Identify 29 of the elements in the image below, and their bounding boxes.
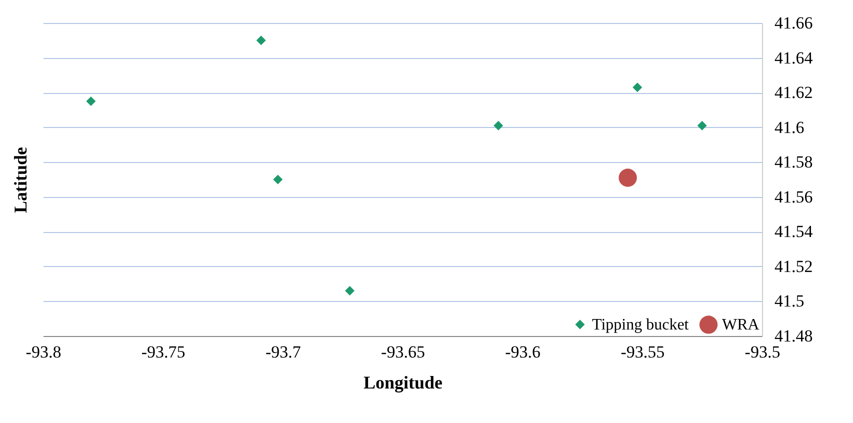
x-tick-label: -93.65 [381,342,425,362]
point [273,174,283,184]
x-tick-label: -93.6 [505,342,541,362]
y-tick-label: 41.54 [774,222,814,242]
y-tick-label: 41.66 [774,14,813,32]
x-tick-label: -93.7 [265,342,302,362]
point [697,120,707,130]
y-tick-label: 41.62 [774,83,813,102]
y-tick-label: 41.48 [774,326,813,346]
x-tick-label: -93.55 [620,342,665,362]
y-tick-label: 41.6 [774,118,804,137]
point [345,286,355,296]
point [256,36,266,46]
y-tick-label: 41.5 [774,292,804,311]
x-tick-label: -93.75 [141,342,186,362]
point [632,82,642,92]
legend-label: Tipping bucket [592,316,690,334]
y-tick-label: 41.64 [774,48,814,68]
x-tick-label: -93.8 [26,342,62,362]
x-tick-label: -93.5 [744,342,780,362]
y-tick-label: 41.58 [774,152,813,172]
point [618,168,637,187]
y-tick-label: 41.56 [774,187,813,206]
legend-label: WRA [722,316,760,334]
point [494,120,504,130]
point [86,96,96,106]
x-axis-title: Longitude [363,372,443,392]
y-tick-label: 41.52 [774,256,813,276]
y-axis-title: Latitude [10,146,30,214]
